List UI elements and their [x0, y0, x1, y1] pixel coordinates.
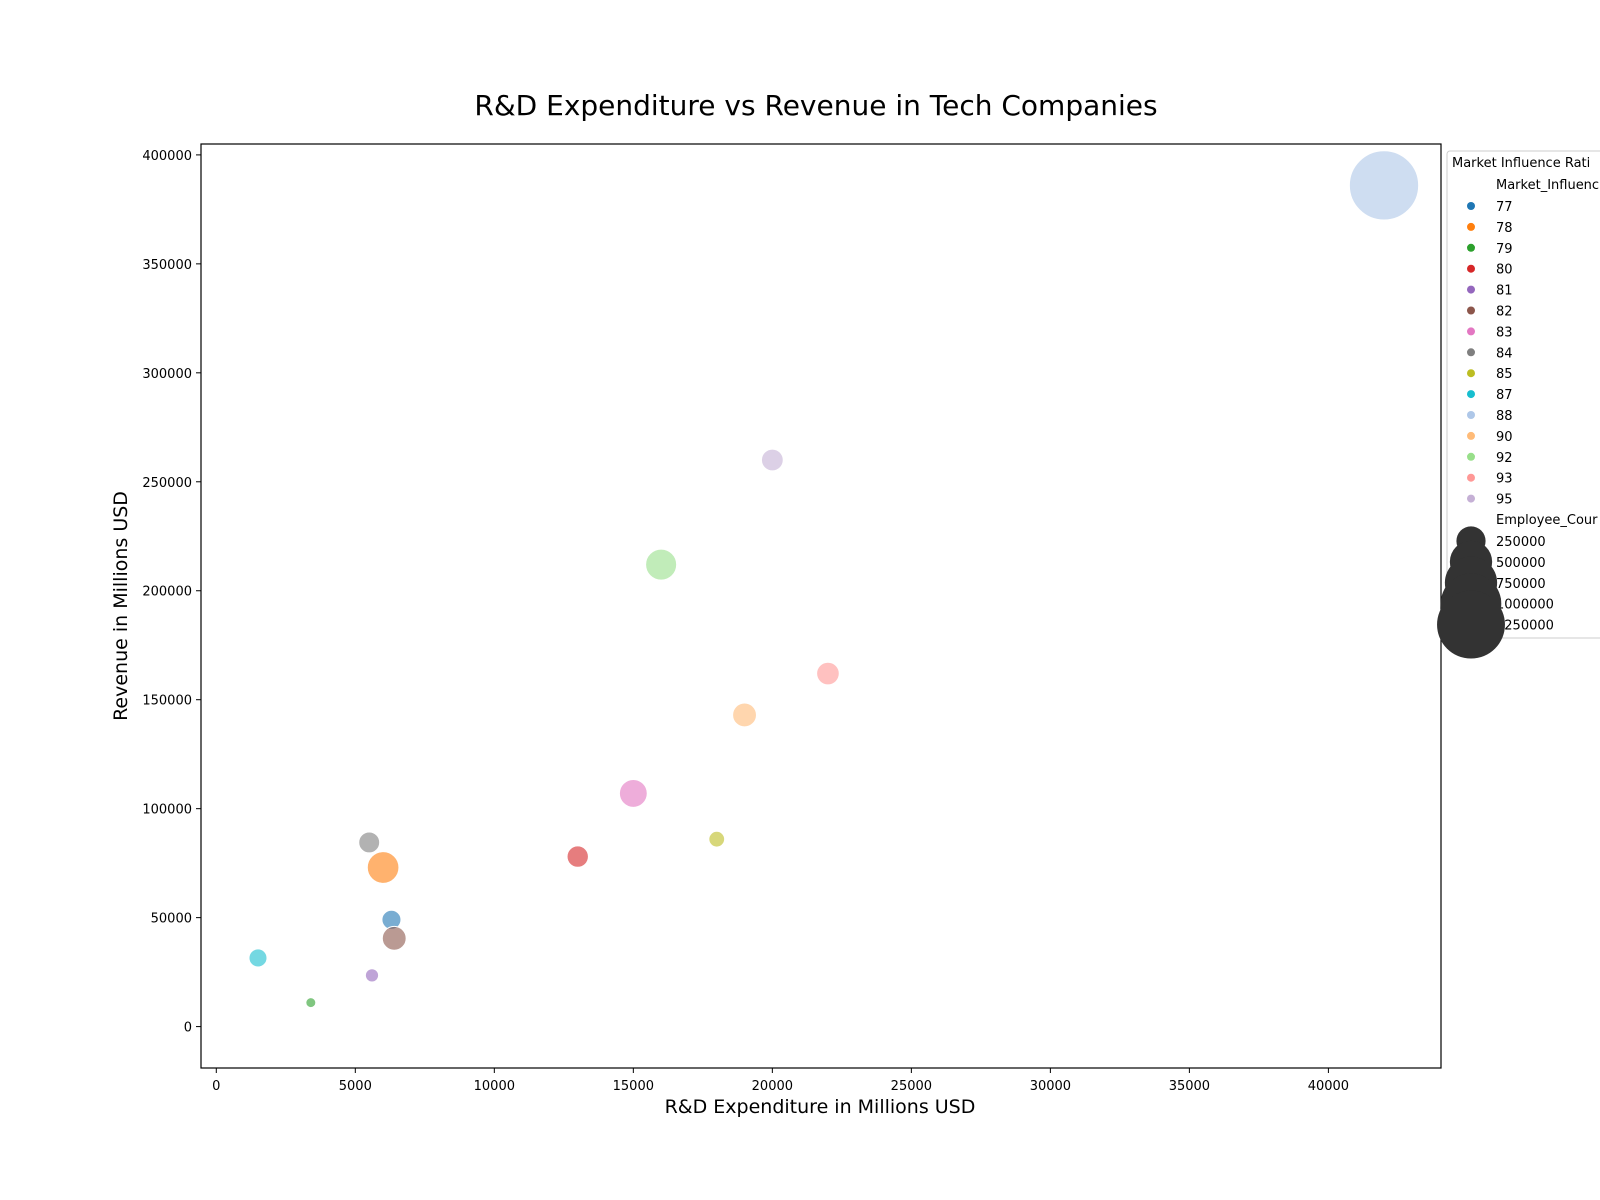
data-point-6 — [618, 778, 648, 808]
x-tick-label: 10000 — [474, 1079, 515, 1094]
legend-size-entries: 250000 500000 750000 1000000 1250000 — [1437, 526, 1554, 659]
legend-marker-77 — [1467, 202, 1475, 210]
data-point-1 — [1348, 150, 1420, 221]
legend-size-label-750000: 750000 — [1496, 577, 1546, 592]
legend-label-87: 87 — [1496, 388, 1513, 403]
legend: Market Influence Rati Market_Influenc 77… — [1437, 150, 1600, 659]
y-tick-label: 300000 — [142, 367, 192, 382]
x-axis-label: R&D Expenditure in Millions USD — [665, 1096, 976, 1118]
legend-marker-81 — [1467, 285, 1475, 294]
data-point-9 — [358, 831, 381, 854]
legend-marker-84 — [1467, 348, 1475, 357]
legend-marker-92 — [1467, 452, 1475, 461]
points-layer — [248, 150, 1420, 1009]
legend-marker-88 — [1467, 411, 1475, 419]
data-point-15 — [305, 997, 317, 1009]
legend-label-82: 82 — [1496, 305, 1513, 320]
data-point-13 — [248, 948, 268, 968]
x-tick-label: 25000 — [891, 1079, 932, 1094]
legend-marker-85 — [1467, 369, 1475, 378]
legend-label-85: 85 — [1496, 367, 1513, 382]
legend-label-81: 81 — [1496, 284, 1513, 299]
legend-label-79: 79 — [1496, 242, 1513, 257]
data-point-7 — [708, 830, 726, 848]
y-tick-label: 100000 — [142, 803, 192, 818]
legend-size-label-500000: 500000 — [1496, 556, 1546, 571]
chart-title: R&D Expenditure vs Revenue in Tech Compa… — [474, 89, 1157, 122]
legend-label-78: 78 — [1496, 221, 1513, 236]
x-axis-ticks: 0 5000 10000 15000 20000 25000 30000 35000 40000 — [212, 1068, 1349, 1094]
y-tick-label: 50000 — [151, 912, 192, 927]
legend-title: Market Influence Rati — [1452, 156, 1590, 171]
legend-marker-90 — [1467, 431, 1475, 440]
x-tick-label: 30000 — [1030, 1079, 1071, 1094]
data-point-4 — [816, 661, 840, 686]
data-point-5 — [732, 702, 757, 728]
legend-marker-83 — [1467, 327, 1475, 336]
data-point-10 — [366, 851, 400, 884]
legend-label-95: 95 — [1496, 493, 1513, 508]
legend-marker-79 — [1467, 243, 1475, 252]
data-point-12 — [381, 925, 407, 951]
legend-size-heading: Employee_Cour — [1496, 513, 1598, 528]
legend-marker-93 — [1467, 473, 1475, 482]
legend-marker-80 — [1467, 264, 1475, 273]
legend-hue-heading: Market_Influenc — [1496, 178, 1599, 193]
data-point-14 — [364, 968, 380, 983]
legend-marker-82 — [1467, 306, 1475, 315]
legend-size-marker-1250000 — [1437, 590, 1505, 659]
data-point-8 — [566, 845, 589, 868]
legend-size-label-1000000: 1000000 — [1496, 598, 1554, 613]
x-tick-label: 20000 — [752, 1079, 793, 1094]
x-tick-label: 15000 — [613, 1079, 654, 1094]
legend-marker-95 — [1467, 494, 1475, 503]
x-tick-label: 35000 — [1169, 1079, 1210, 1094]
y-axis-ticks: 0 50000 100000 150000 200000 250000 300000 3500… — [142, 149, 201, 1036]
y-tick-label: 400000 — [142, 149, 192, 164]
y-tick-label: 200000 — [142, 585, 192, 600]
x-tick-label: 5000 — [339, 1079, 372, 1094]
legend-label-90: 90 — [1496, 430, 1513, 445]
legend-hue-entries: 77 78 79 80 81 82 83 84 85 87 88 90 92 93 95 — [1467, 200, 1513, 508]
x-tick-label: 0 — [212, 1079, 220, 1094]
y-tick-label: 350000 — [142, 258, 192, 273]
data-point-2 — [760, 448, 784, 472]
y-tick-label: 250000 — [142, 476, 192, 491]
legend-label-80: 80 — [1496, 263, 1513, 278]
y-tick-label: 150000 — [142, 694, 192, 709]
legend-size-label-250000: 250000 — [1496, 535, 1546, 550]
legend-box — [1446, 150, 1600, 639]
legend-label-92: 92 — [1496, 451, 1513, 466]
x-tick-label: 40000 — [1308, 1079, 1349, 1094]
legend-label-93: 93 — [1496, 472, 1513, 487]
y-axis-label: Revenue in Millions USD — [110, 491, 132, 721]
legend-label-77: 77 — [1496, 200, 1513, 215]
legend-marker-87 — [1467, 390, 1475, 399]
legend-marker-78 — [1467, 222, 1475, 231]
y-tick-label: 0 — [184, 1021, 192, 1036]
legend-label-83: 83 — [1496, 325, 1513, 340]
legend-label-88: 88 — [1496, 409, 1513, 424]
legend-label-84: 84 — [1496, 346, 1513, 361]
data-point-3 — [645, 548, 678, 581]
legend-size-label-1250000: 1250000 — [1496, 619, 1554, 634]
